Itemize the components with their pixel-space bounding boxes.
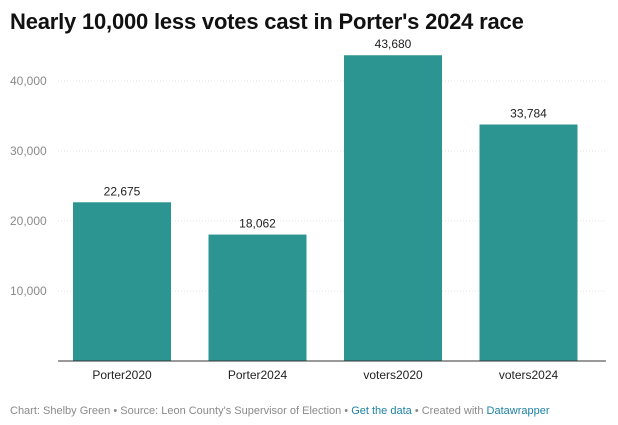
- y-tick-label: 20,000: [10, 214, 47, 228]
- x-category-label: voters2020: [363, 368, 423, 382]
- bar-value-label: 22,675: [104, 184, 141, 198]
- datawrapper-link[interactable]: Datawrapper: [486, 405, 550, 417]
- created-with-text: Created with: [421, 405, 487, 417]
- x-category-label: Porter2020: [92, 368, 152, 382]
- bar-voters2020: [344, 55, 442, 362]
- get-the-data-link[interactable]: Get the data: [351, 405, 412, 417]
- bar-voters2024: [479, 124, 578, 362]
- x-category-label: voters2024: [499, 368, 559, 382]
- footer-separator: •: [411, 405, 422, 417]
- chart-footer: Chart: Shelby Green • Source: Leon Count…: [10, 405, 550, 417]
- footer-separator: •: [110, 405, 121, 417]
- bar-porter2024: [208, 234, 307, 361]
- y-tick-label: 40,000: [10, 74, 47, 88]
- bar-value-label: 18,062: [239, 217, 276, 231]
- y-tick-label: 30,000: [10, 144, 47, 158]
- bar-value-label: 43,680: [375, 37, 412, 51]
- bar-porter2020: [73, 202, 171, 361]
- x-category-label: Porter2024: [228, 368, 288, 382]
- source-text: Source: Leon County's Supervisor of Elec…: [120, 405, 342, 417]
- bar-value-label: 33,784: [510, 107, 547, 121]
- footer-separator: •: [341, 405, 352, 417]
- chart-title: Nearly 10,000 less votes cast in Porter'…: [10, 9, 524, 34]
- chart-credit: Chart: Shelby Green: [10, 405, 111, 417]
- y-tick-label: 10,000: [10, 284, 47, 298]
